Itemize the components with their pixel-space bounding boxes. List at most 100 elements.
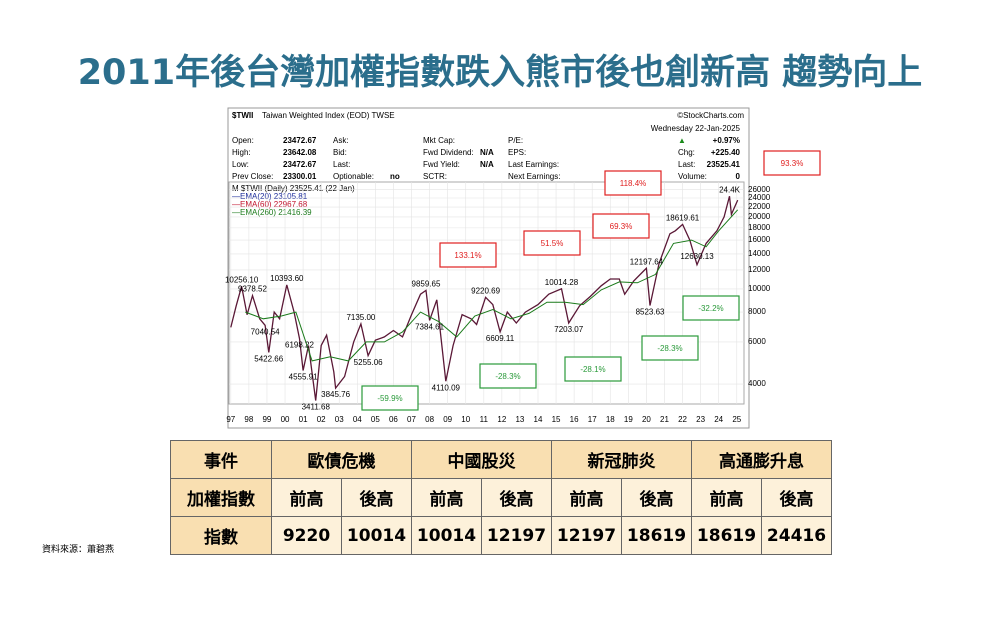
- y-tick-label: 24000: [748, 193, 771, 202]
- x-tick-label: 05: [371, 415, 380, 424]
- field-label: Chg:: [678, 148, 695, 157]
- callout-box: [763, 150, 821, 176]
- x-tick-label: 22: [678, 415, 687, 424]
- y-tick-label: 10000: [748, 284, 771, 293]
- price-label: 6609.11: [486, 334, 515, 343]
- y-tick-label: 4000: [748, 379, 766, 388]
- field-label: Last:: [678, 160, 695, 169]
- date: Wednesday 22-Jan-2025: [651, 124, 741, 133]
- field-label: Fwd Yield:: [423, 160, 460, 169]
- cell: 10014: [341, 516, 412, 555]
- cell: 前高: [551, 478, 622, 517]
- cell: 前高: [271, 478, 342, 517]
- callout: 133.1%: [454, 251, 481, 260]
- source: 資料來源：蕭碧燕: [42, 545, 115, 555]
- x-tick-label: 21: [660, 415, 669, 424]
- field-value: +225.40: [711, 148, 741, 157]
- x-tick-label: 16: [570, 415, 579, 424]
- callout: -32.2%: [698, 304, 723, 313]
- x-tick-label: 99: [262, 415, 271, 424]
- price-label: 7040.54: [251, 327, 280, 336]
- price-label: 12630.13: [680, 252, 714, 261]
- y-tick-label: 22000: [748, 202, 771, 211]
- field-value: N/A: [480, 160, 494, 169]
- callout-box: [361, 385, 419, 411]
- x-tick-label: 24: [714, 415, 723, 424]
- callout: 69.3%: [610, 222, 633, 231]
- field-label: Next Earnings:: [508, 172, 560, 181]
- x-tick-label: 14: [534, 415, 543, 424]
- y-tick-label: 20000: [748, 212, 771, 221]
- x-tick-label: 00: [281, 415, 290, 424]
- copyright: ©StockCharts.com: [677, 111, 744, 120]
- price-label: 9220.69: [471, 286, 500, 295]
- field-label: Fwd Dividend:: [423, 148, 474, 157]
- x-tick-label: 98: [244, 415, 253, 424]
- x-tick-label: 17: [588, 415, 597, 424]
- field-label: Ask:: [333, 136, 349, 145]
- data-table: 事件 歐債危機 中國股災 新冠肺炎 高通膨升息 加權指數 前高 後高 前高 後高 前高 後高 前高 後高…: [170, 440, 832, 555]
- callout-box: [564, 356, 622, 382]
- x-tick-label: 23: [696, 415, 705, 424]
- callout: 51.5%: [541, 239, 564, 248]
- y-tick-label: 18000: [748, 223, 771, 232]
- legend-entry: —EMA(260) 21416.39: [232, 208, 312, 217]
- x-tick-label: 12: [497, 415, 506, 424]
- field-label: Last Earnings:: [508, 160, 559, 169]
- cell: 12197: [481, 516, 552, 555]
- cell: 高通膨升息: [691, 440, 832, 479]
- callout-box: [641, 335, 699, 361]
- legend-entry: —EMA(20) 23105.81: [232, 192, 308, 201]
- field-value: 23472.67: [283, 160, 317, 169]
- cell: 後高: [761, 478, 832, 517]
- plot-area: [228, 181, 745, 405]
- price-label: 5422.66: [254, 355, 283, 364]
- price-label: 3411.68: [302, 403, 331, 412]
- callout-box: [523, 230, 581, 256]
- cell: 歐債危機: [271, 440, 412, 479]
- field-label: EPS:: [508, 148, 526, 157]
- callout-box: [682, 295, 740, 321]
- x-tick-label: 11: [480, 415, 489, 424]
- field-value: 23300.01: [283, 172, 317, 181]
- x-tick-label: 07: [407, 415, 416, 424]
- field-label: Bid:: [333, 148, 347, 157]
- price-line: [230, 196, 739, 401]
- field-value: 23525.41: [707, 160, 741, 169]
- field-label: Optionable:: [333, 172, 374, 181]
- cell: 新冠肺炎: [551, 440, 692, 479]
- title: 2011年後台灣加權指數跌入熊市後也創新高 趨勢向上: [77, 53, 923, 93]
- index-name: Taiwan Weighted Index (EOD) TWSE: [262, 111, 395, 120]
- price-label: 5255.06: [354, 358, 383, 367]
- price-label: 4110.09: [432, 383, 461, 392]
- price-label: 7135.00: [346, 313, 375, 322]
- x-tick-label: 03: [335, 415, 344, 424]
- x-tick-label: 18: [606, 415, 615, 424]
- price-label: 10256.10: [225, 275, 259, 284]
- field-value: N/A: [480, 148, 494, 157]
- callout-box: [604, 170, 662, 196]
- legend-entry: M $TWII (Daily) 23525.41 (22 Jan): [232, 184, 355, 193]
- field-label: Prev Close:: [232, 172, 273, 181]
- x-tick-label: 01: [299, 415, 308, 424]
- price-label: 4555.91: [289, 373, 318, 382]
- row: 加權指數 前高 後高 前高 後高 前高 後高 前高 後高: [170, 478, 832, 517]
- price-label: 24.4K: [719, 185, 741, 194]
- y-tick-label: 12000: [748, 265, 771, 274]
- field-value: 23472.67: [283, 136, 317, 145]
- callout: 93.3%: [781, 159, 804, 168]
- field-label: Last:: [333, 160, 350, 169]
- x-tick-label: 25: [732, 415, 741, 424]
- field-label: Open:: [232, 136, 254, 145]
- field-label: ▲: [678, 136, 686, 145]
- cell: 18619: [621, 516, 692, 555]
- cell: 18619: [691, 516, 762, 555]
- y-tick-label: 8000: [748, 307, 766, 316]
- price-label: 10014.28: [545, 278, 579, 287]
- cell: 10014: [411, 516, 482, 555]
- callout: -28.3%: [495, 372, 520, 381]
- field-label: P/E:: [508, 136, 523, 145]
- callout-box: [439, 242, 497, 268]
- callout-box: [479, 363, 537, 389]
